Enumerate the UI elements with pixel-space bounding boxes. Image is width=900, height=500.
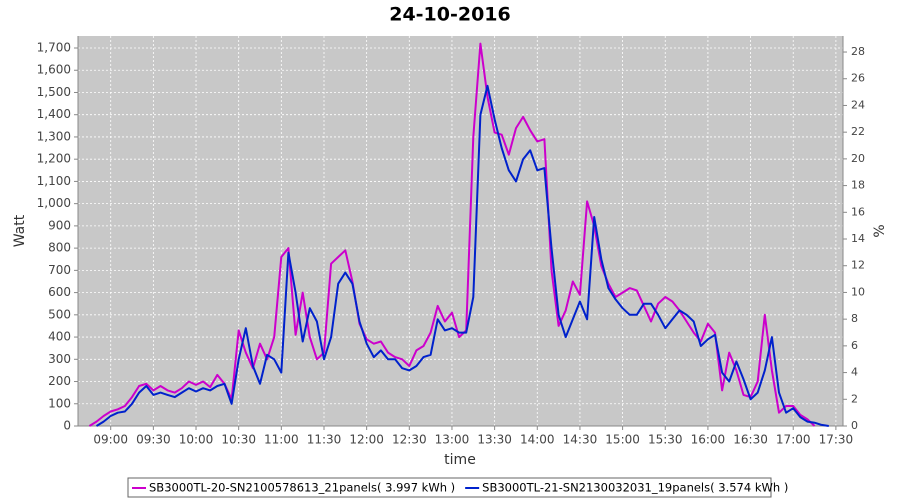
y-tick-label: 700	[48, 263, 71, 277]
y2-tick-label: 24	[851, 98, 865, 111]
legend-label: SB3000TL-21-SN2130032031_19panels( 3.574…	[482, 481, 788, 495]
x-tick-label: 12:30	[392, 433, 427, 447]
y2-tick-label: 4	[851, 366, 858, 379]
y2-tick-label: 8	[851, 312, 858, 325]
y-tick-label: 100	[48, 396, 71, 410]
y2-tick-label: 0	[851, 419, 858, 432]
x-tick-label: 13:00	[435, 433, 470, 447]
x-tick-label: 10:30	[221, 433, 256, 447]
series-line	[95, 84, 829, 427]
y2-tick-label: 6	[851, 339, 858, 352]
y-tick-label: 0	[63, 419, 71, 433]
y-tick-label: 1,700	[37, 41, 71, 55]
y-tick-label: 600	[48, 285, 71, 299]
x-tick-label: 10:00	[179, 433, 214, 447]
y-tick-label: 1,200	[37, 152, 71, 166]
y2-tick-label: 26	[851, 72, 865, 85]
y-tick-label: 800	[48, 241, 71, 255]
y2-tick-label: 18	[851, 179, 865, 192]
series-line	[88, 42, 816, 427]
x-tick-label: 11:30	[307, 433, 342, 447]
y-tick-label: 1,100	[37, 174, 71, 188]
y2-tick-label: 2	[851, 392, 858, 405]
x-tick-label: 15:00	[605, 433, 640, 447]
y2-tick-label: 16	[851, 205, 865, 218]
y-tick-label: 1,400	[37, 107, 71, 121]
y-tick-label: 300	[48, 352, 71, 366]
chart-title: 24-10-2016	[389, 4, 511, 26]
y2-tick-label: 22	[851, 125, 865, 138]
y-tick-label: 400	[48, 330, 71, 344]
x-tick-label: 14:30	[563, 433, 598, 447]
x-tick-label: 09:00	[93, 433, 128, 447]
y2-tick-label: 20	[851, 152, 865, 165]
x-tick-label: 13:30	[477, 433, 512, 447]
x-tick-label: 17:00	[776, 433, 811, 447]
y2-tick-label: 12	[851, 259, 865, 272]
y-tick-label: 500	[48, 307, 71, 321]
x-tick-label: 16:00	[691, 433, 726, 447]
y2-tick-label: 10	[851, 285, 865, 298]
plot-area	[78, 36, 843, 426]
legend	[127, 477, 772, 498]
x-tick-label: 11:00	[264, 433, 299, 447]
x-axis-label: time	[444, 452, 476, 468]
x-tick-label: 17:30	[819, 433, 854, 447]
x-tick-label: 14:00	[520, 433, 555, 447]
x-tick-label: 15:30	[648, 433, 683, 447]
y-axis-label: Watt	[12, 214, 28, 247]
y2-axis-label: %	[872, 224, 888, 237]
y2-tick-label: 28	[851, 45, 865, 58]
y-tick-label: 1,500	[37, 85, 71, 99]
y-tick-label: 1,000	[37, 196, 71, 210]
x-tick-label: 12:00	[349, 433, 384, 447]
x-tick-label: 09:30	[136, 433, 171, 447]
y-tick-label: 1,600	[37, 63, 71, 77]
x-tick-label: 16:30	[733, 433, 768, 447]
y-tick-label: 900	[48, 218, 71, 232]
y-tick-label: 200	[48, 374, 71, 388]
legend-label: SB3000TL-20-SN2100578613_21panels( 3.997…	[149, 481, 455, 495]
y2-tick-label: 14	[851, 232, 865, 245]
y-tick-label: 1,300	[37, 129, 71, 143]
